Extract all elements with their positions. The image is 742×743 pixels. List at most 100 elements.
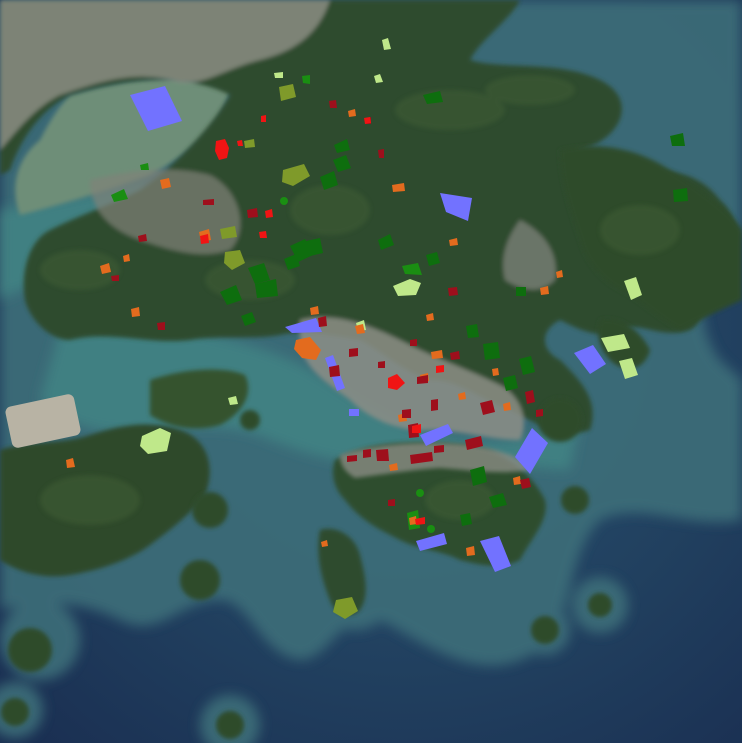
forest-polygon[interactable] [302, 75, 310, 84]
grass-polygon[interactable] [374, 74, 383, 83]
water-polygon[interactable] [574, 345, 606, 374]
building-polygon[interactable] [347, 455, 357, 462]
building-polygon[interactable] [364, 117, 371, 124]
building-polygon[interactable] [431, 399, 438, 411]
grass-polygon[interactable] [393, 279, 421, 296]
building-polygon[interactable] [434, 445, 444, 453]
building-polygon[interactable] [157, 322, 165, 330]
building-polygon[interactable] [261, 115, 266, 122]
bare-polygon[interactable] [294, 337, 321, 360]
forest-polygon[interactable] [255, 279, 278, 298]
building-polygon[interactable] [480, 400, 495, 415]
building-polygon[interactable] [465, 436, 483, 450]
bare-polygon[interactable] [310, 306, 319, 315]
water-polygon[interactable] [285, 318, 322, 333]
forest-polygon[interactable] [140, 163, 149, 170]
forest-polygon[interactable] [483, 342, 500, 360]
building-polygon[interactable] [237, 140, 243, 146]
forest-polygon[interactable] [111, 189, 128, 202]
building-polygon[interactable] [265, 209, 273, 218]
building-polygon[interactable] [536, 409, 543, 417]
grass-polygon[interactable] [228, 396, 238, 405]
water-polygon[interactable] [440, 193, 472, 221]
water-polygon[interactable] [515, 428, 548, 474]
building-polygon[interactable] [402, 409, 411, 418]
forest-polygon[interactable] [503, 375, 518, 391]
forest-polygon[interactable] [416, 489, 424, 497]
building-polygon[interactable] [378, 149, 384, 158]
forest-polygon[interactable] [333, 155, 351, 172]
building-polygon[interactable] [329, 365, 340, 377]
building-polygon[interactable] [388, 499, 395, 506]
bare-polygon[interactable] [426, 313, 434, 321]
building-polygon[interactable] [329, 100, 337, 108]
bare-polygon[interactable] [66, 458, 75, 468]
bare-polygon[interactable] [492, 368, 499, 376]
bare-polygon[interactable] [348, 109, 356, 117]
forest-polygon[interactable] [519, 356, 535, 375]
bare-polygon[interactable] [556, 270, 563, 278]
building-polygon[interactable] [247, 208, 258, 218]
building-polygon[interactable] [410, 452, 433, 464]
forest-polygon[interactable] [320, 171, 338, 190]
forest-polygon[interactable] [489, 493, 507, 508]
building-polygon[interactable] [448, 287, 458, 296]
bare-polygon[interactable] [513, 476, 521, 485]
forest-polygon[interactable] [378, 234, 394, 250]
forest-polygon[interactable] [423, 91, 443, 104]
shrub-polygon[interactable] [224, 250, 245, 270]
forest-polygon[interactable] [241, 312, 256, 326]
building-polygon[interactable] [525, 390, 535, 404]
building-polygon[interactable] [363, 449, 371, 458]
bare-polygon[interactable] [466, 546, 475, 556]
bare-polygon[interactable] [409, 516, 417, 525]
forest-polygon[interactable] [284, 254, 300, 270]
forest-polygon[interactable] [426, 252, 440, 266]
grass-polygon[interactable] [140, 428, 171, 454]
shrub-polygon[interactable] [282, 164, 310, 186]
building-polygon[interactable] [318, 316, 327, 327]
building-polygon[interactable] [200, 234, 209, 244]
building-polygon[interactable] [111, 275, 119, 281]
building-polygon[interactable] [415, 517, 425, 525]
shrub-polygon[interactable] [220, 226, 237, 239]
forest-polygon[interactable] [460, 513, 472, 526]
forest-polygon[interactable] [334, 139, 350, 153]
water-polygon[interactable] [130, 86, 182, 131]
forest-polygon[interactable] [673, 188, 688, 202]
forest-polygon[interactable] [280, 197, 288, 205]
water-polygon[interactable] [420, 424, 453, 446]
forest-polygon[interactable] [248, 263, 270, 284]
bare-polygon[interactable] [458, 392, 466, 400]
forest-polygon[interactable] [466, 324, 479, 338]
bare-polygon[interactable] [389, 463, 398, 471]
bare-polygon[interactable] [449, 238, 458, 246]
bare-polygon[interactable] [160, 178, 171, 189]
building-polygon[interactable] [436, 365, 444, 373]
building-polygon[interactable] [450, 351, 460, 360]
building-polygon[interactable] [349, 348, 358, 357]
bare-polygon[interactable] [321, 540, 328, 547]
building-polygon[interactable] [417, 375, 428, 384]
bare-polygon[interactable] [392, 183, 405, 192]
bare-polygon[interactable] [503, 402, 511, 411]
building-polygon[interactable] [259, 231, 267, 238]
bare-polygon[interactable] [540, 286, 549, 295]
water-polygon[interactable] [480, 536, 511, 572]
building-polygon[interactable] [138, 234, 147, 242]
bare-polygon[interactable] [431, 350, 443, 359]
forest-polygon[interactable] [220, 285, 242, 305]
bare-polygon[interactable] [123, 254, 130, 262]
grass-polygon[interactable] [274, 72, 283, 78]
water-polygon[interactable] [416, 533, 447, 551]
building-polygon[interactable] [203, 199, 214, 205]
shrub-polygon[interactable] [244, 139, 255, 148]
forest-polygon[interactable] [427, 525, 435, 533]
forest-polygon[interactable] [470, 466, 487, 486]
building-polygon[interactable] [412, 424, 421, 433]
grass-polygon[interactable] [619, 358, 638, 379]
forest-polygon[interactable] [402, 263, 422, 275]
grass-polygon[interactable] [382, 38, 391, 50]
shrub-polygon[interactable] [333, 597, 358, 619]
building-polygon[interactable] [378, 361, 385, 368]
